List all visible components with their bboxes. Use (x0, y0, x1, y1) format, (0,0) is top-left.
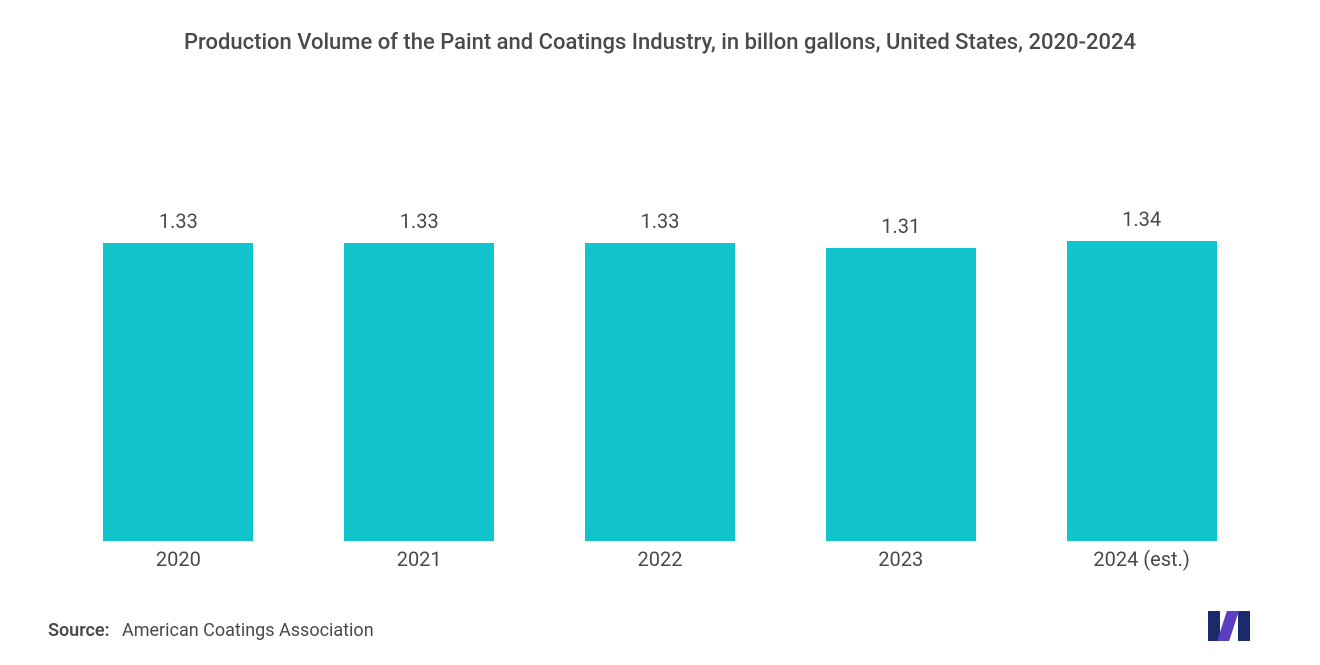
x-tick-label: 2020 (58, 547, 299, 577)
bar-value-label: 1.31 (881, 214, 920, 238)
x-axis: 2020 2021 2022 2023 2024 (est.) (58, 547, 1262, 577)
bar-col: 1.33 (58, 209, 299, 541)
logo-bar (1238, 611, 1250, 641)
bar-rect (585, 243, 735, 541)
bar-value-label: 1.33 (400, 209, 439, 233)
x-tick-label: 2021 (299, 547, 540, 577)
chart-footer: Source: American Coatings Association (48, 577, 1272, 641)
bar-rect (826, 248, 976, 541)
bar-rect (1067, 241, 1217, 541)
mordor-logo-icon (1208, 609, 1272, 641)
chart-title: Production Volume of the Paint and Coati… (184, 28, 1136, 58)
source-text: American Coatings Association (122, 620, 374, 641)
bar-value-label: 1.33 (640, 209, 679, 233)
x-tick-label: 2022 (540, 547, 781, 577)
logo-bar (1217, 611, 1239, 641)
plot-area: 1.33 1.33 1.33 1.31 1.34 2020 2021 (58, 76, 1262, 577)
x-tick-label: 2023 (780, 547, 1021, 577)
bar-rect (344, 243, 494, 541)
chart-container: Production Volume of the Paint and Coati… (0, 0, 1320, 665)
bar-rect (103, 243, 253, 541)
bar-value-label: 1.34 (1122, 207, 1161, 231)
bar-value-label: 1.33 (159, 209, 198, 233)
source-prefix: Source: (48, 620, 110, 641)
x-tick-label: 2024 (est.) (1021, 547, 1262, 577)
bar-col: 1.34 (1021, 207, 1262, 541)
bar-col: 1.33 (540, 209, 781, 541)
bar-col: 1.33 (299, 209, 540, 541)
source-line: Source: American Coatings Association (48, 620, 374, 641)
bars-group: 1.33 1.33 1.33 1.31 1.34 (58, 136, 1262, 541)
bar-col: 1.31 (780, 214, 1021, 541)
